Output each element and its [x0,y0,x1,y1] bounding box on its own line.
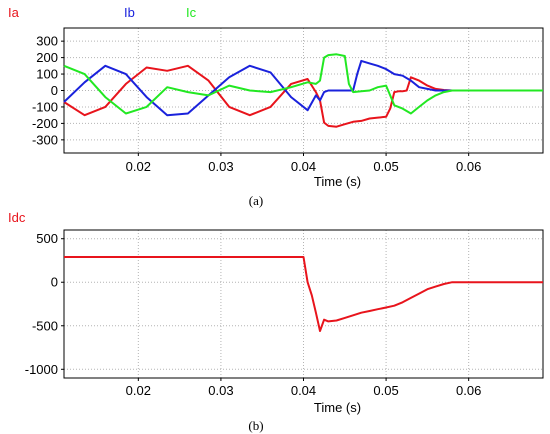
y-tick-label: 300 [36,34,58,49]
x-tick-label: 0.06 [456,383,481,398]
x-tick-label: 0.05 [373,383,398,398]
y-tick-label: -500 [32,318,58,333]
x-tick-label: 0.03 [208,159,233,174]
series-line-ib [63,59,543,117]
y-tick-label: 0 [51,275,58,290]
legend-label-ia: Ia [8,5,20,20]
y-tick-label: -100 [32,99,58,114]
x-tick-label: 0.03 [208,383,233,398]
y-tick-label: 200 [36,50,58,65]
y-tick-label: -200 [32,116,58,131]
x-axis-label: Time (s) [314,400,361,415]
caption-b: (b) [248,418,263,433]
x-tick-label: 0.04 [291,159,316,174]
y-tick-label: 500 [36,231,58,246]
x-tick-label: 0.02 [126,383,151,398]
series-line-ic [63,53,543,115]
x-tick-label: 0.04 [291,383,316,398]
y-tick-label: 0 [51,83,58,98]
y-tick-label: -300 [32,132,58,147]
x-tick-label: 0.06 [456,159,481,174]
x-tick-label: 0.02 [126,159,151,174]
plot-frame [63,229,544,379]
series-line-ia [63,64,543,128]
series-line-idc [64,256,543,332]
y-tick-label: -1000 [25,362,58,377]
y-tick-label: 100 [36,67,58,82]
caption-a: (a) [249,193,263,208]
legend-label-idc: Idc [8,210,26,225]
panel-b-chart: 500 0 -500 -1000 0.02 0.03 0.04 0.05 0.06 Time (s… [8,210,544,415]
x-axis-label: Time (s) [314,174,361,189]
x-tick-label: 0.05 [373,159,398,174]
legend-label-ib: Ib [124,5,135,20]
legend-label-ic: Ic [186,5,197,20]
